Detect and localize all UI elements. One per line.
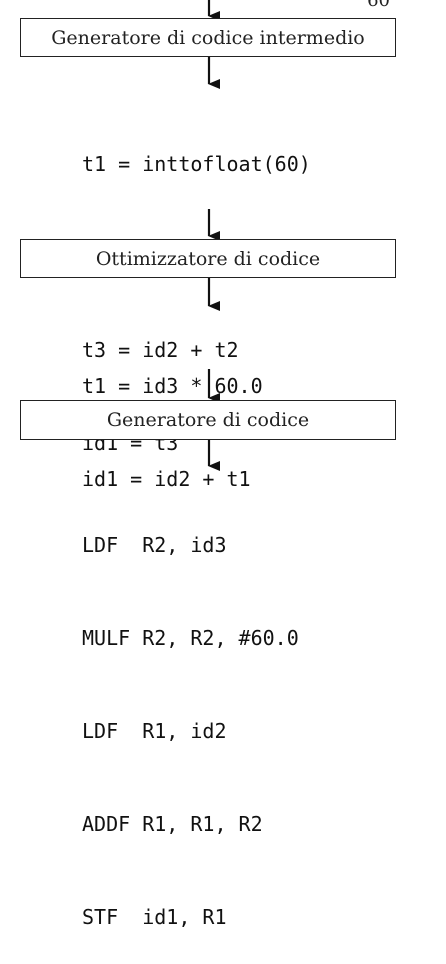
code-line: id1 = id2 + t1 bbox=[82, 467, 251, 491]
code-line: LDF R1, id2 bbox=[82, 719, 227, 743]
code-block-assembly: LDF R2, id3 MULF R2, R2, #60.0 LDF R1, i… bbox=[82, 468, 299, 964]
stage-box-optimizer: Ottimizzatore di codice bbox=[20, 239, 396, 278]
stage-box-code-generator: Generatore di codice bbox=[20, 400, 396, 440]
flow-arrows bbox=[207, 0, 220, 471]
top-value-label: 60 bbox=[367, 0, 390, 11]
code-line: STF id1, R1 bbox=[82, 905, 227, 929]
code-line: MULF R2, R2, #60.0 bbox=[82, 626, 299, 650]
stage-label-intermediate-generator: Generatore di codice intermedio bbox=[51, 26, 365, 49]
code-line: t3 = id2 + t2 bbox=[82, 338, 239, 362]
stage-label-optimizer: Ottimizzatore di codice bbox=[95, 247, 321, 270]
code-line: ADDF R1, R1, R2 bbox=[82, 812, 263, 836]
code-line: LDF R2, id3 bbox=[82, 533, 227, 557]
stage-box-intermediate-generator: Generatore di codice intermedio bbox=[20, 18, 396, 57]
code-line: t1 = inttofloat(60) bbox=[82, 152, 311, 176]
stage-label-code-generator: Generatore di codice bbox=[106, 409, 310, 431]
code-line: t1 = id3 * 60.0 bbox=[82, 374, 263, 398]
code-block-optimized: t1 = id3 * 60.0 id1 = id2 + t1 bbox=[82, 309, 263, 526]
